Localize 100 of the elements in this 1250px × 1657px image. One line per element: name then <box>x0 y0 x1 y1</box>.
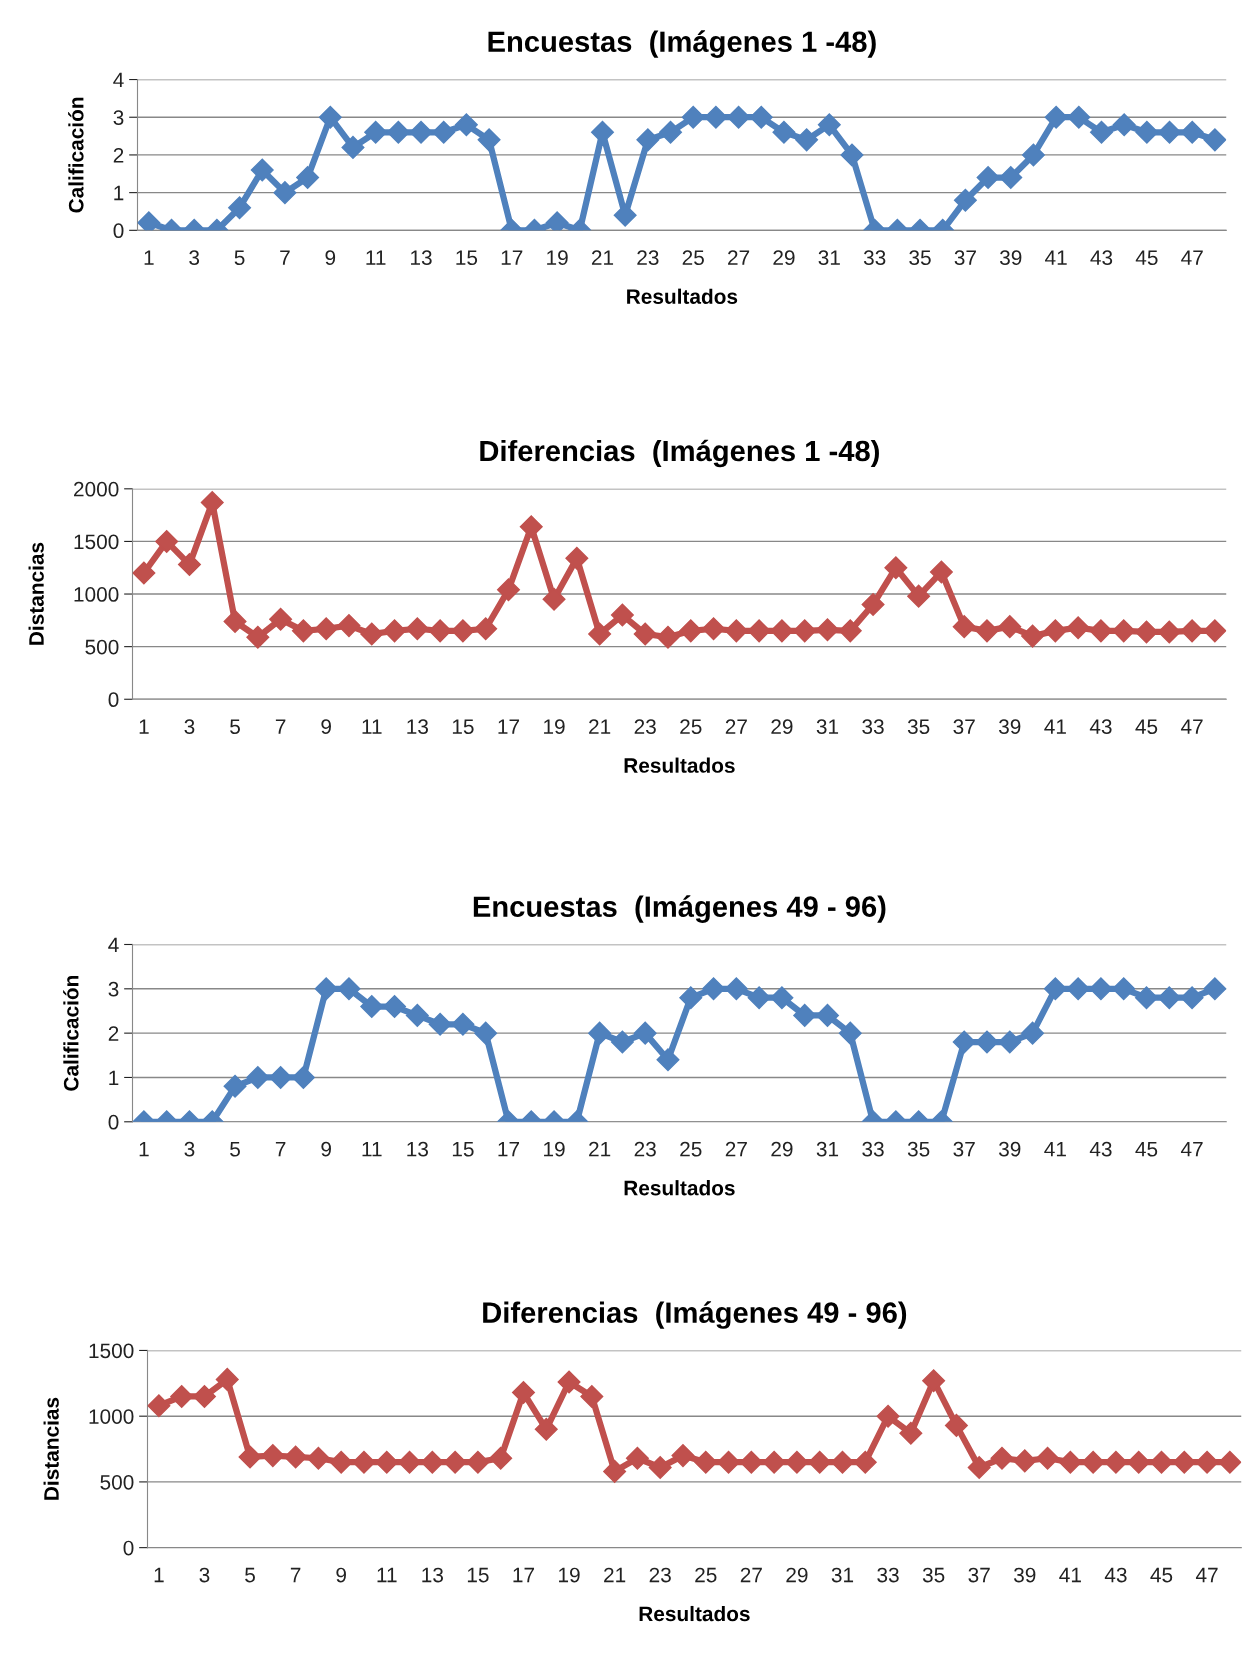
point <box>1089 619 1113 643</box>
point <box>884 556 908 580</box>
point <box>679 986 703 1010</box>
point <box>352 1450 376 1474</box>
x-tick-label: 3 <box>189 250 200 266</box>
point <box>1218 1450 1242 1474</box>
x-tick-label: 39 <box>1013 1567 1036 1583</box>
point <box>704 105 728 129</box>
point <box>770 619 794 643</box>
y-tick-label: 1000 <box>89 1409 134 1424</box>
point <box>1036 1446 1060 1470</box>
x-tick-label: 1 <box>154 1567 164 1583</box>
y-tick-label: 0 <box>123 1540 134 1556</box>
x-tick-label: 15 <box>467 1567 489 1583</box>
point <box>1203 977 1227 1001</box>
point <box>474 1021 498 1045</box>
x-tick-label: 35 <box>909 250 931 266</box>
point <box>432 120 456 144</box>
point <box>261 1444 285 1468</box>
x-tick-label: 45 <box>1135 719 1158 734</box>
point <box>929 560 953 584</box>
x-tick-label: 3 <box>184 1141 195 1157</box>
x-tick-label: 43 <box>1089 1141 1112 1157</box>
x-tick-label: 3 <box>184 719 195 734</box>
y-tick-label: 1500 <box>74 534 119 550</box>
point <box>1066 616 1090 640</box>
point <box>975 1030 999 1054</box>
x-tick-label: 13 <box>407 1141 428 1157</box>
point <box>815 1003 839 1027</box>
point <box>747 619 771 643</box>
point <box>636 128 660 152</box>
x-tick-label: 9 <box>325 250 336 266</box>
x-tick-label: 21 <box>589 1141 611 1157</box>
point <box>815 618 839 642</box>
point <box>633 622 657 646</box>
point <box>398 1450 422 1474</box>
point <box>474 617 498 641</box>
point <box>223 609 247 633</box>
x-tick-label: 33 <box>862 1141 884 1157</box>
x-tick-label: 33 <box>863 250 886 266</box>
x-tick-label: 43 <box>1089 719 1112 734</box>
y-axis-title: Distancias <box>43 1397 59 1500</box>
x-tick-label: 17 <box>498 719 520 734</box>
point <box>1043 977 1067 1001</box>
point <box>246 625 270 649</box>
x-tick-label: 15 <box>452 1142 474 1157</box>
x-tick-label: 5 <box>245 1567 255 1583</box>
x-tick-label: 17 <box>513 1567 535 1583</box>
point <box>899 1421 923 1445</box>
x-tick-label: 33 <box>862 719 884 734</box>
point <box>1089 120 1113 144</box>
point <box>830 1450 854 1474</box>
point <box>840 143 864 167</box>
x-tick-label: 37 <box>968 1567 990 1583</box>
y-tick-label: 1 <box>109 1070 119 1086</box>
point <box>1021 624 1045 648</box>
x-tick-label: 9 <box>321 1141 331 1157</box>
point <box>610 1030 634 1054</box>
y-tick-label: 2 <box>113 147 124 163</box>
point <box>565 546 589 570</box>
x-tick-label: 23 <box>634 1141 656 1157</box>
x-tick-label: 27 <box>725 1141 747 1157</box>
x-tick-label: 21 <box>591 250 614 265</box>
point <box>656 625 680 649</box>
point <box>588 622 612 646</box>
point <box>724 977 748 1001</box>
point <box>489 1446 513 1470</box>
x-tick-label: 31 <box>816 719 839 734</box>
point <box>155 529 179 553</box>
y-tick-label: 1500 <box>89 1343 134 1359</box>
point <box>998 615 1022 639</box>
x-tick-label: 1 <box>139 1142 149 1157</box>
x-tick-label: 19 <box>547 250 568 266</box>
point <box>1149 1450 1173 1474</box>
point <box>1127 1450 1151 1474</box>
point <box>694 1450 718 1474</box>
point <box>762 1450 786 1474</box>
point <box>443 1450 467 1474</box>
point <box>132 561 156 585</box>
x-tick-label: 27 <box>740 1567 762 1583</box>
y-axis-title: Distancias <box>28 542 44 645</box>
point <box>1180 986 1204 1010</box>
x-tick-label: 23 <box>637 250 659 266</box>
x-tick-label: 5 <box>230 1142 240 1157</box>
x-tick-label: 45 <box>1135 250 1158 266</box>
y-tick-label: 2 <box>108 1026 119 1041</box>
point <box>785 1450 809 1474</box>
y-tick-label: 0 <box>113 223 124 239</box>
point <box>1043 619 1067 643</box>
y-axis-title: Calificación <box>63 975 79 1091</box>
point <box>428 619 452 643</box>
point <box>405 1003 429 1027</box>
point <box>770 986 794 1010</box>
point <box>364 120 388 144</box>
point <box>329 1450 353 1474</box>
point <box>679 619 703 643</box>
x-tick-label: 11 <box>362 719 382 734</box>
x-tick-label: 25 <box>682 250 704 266</box>
point <box>603 1459 627 1483</box>
x-tick-label: 47 <box>1181 250 1203 265</box>
